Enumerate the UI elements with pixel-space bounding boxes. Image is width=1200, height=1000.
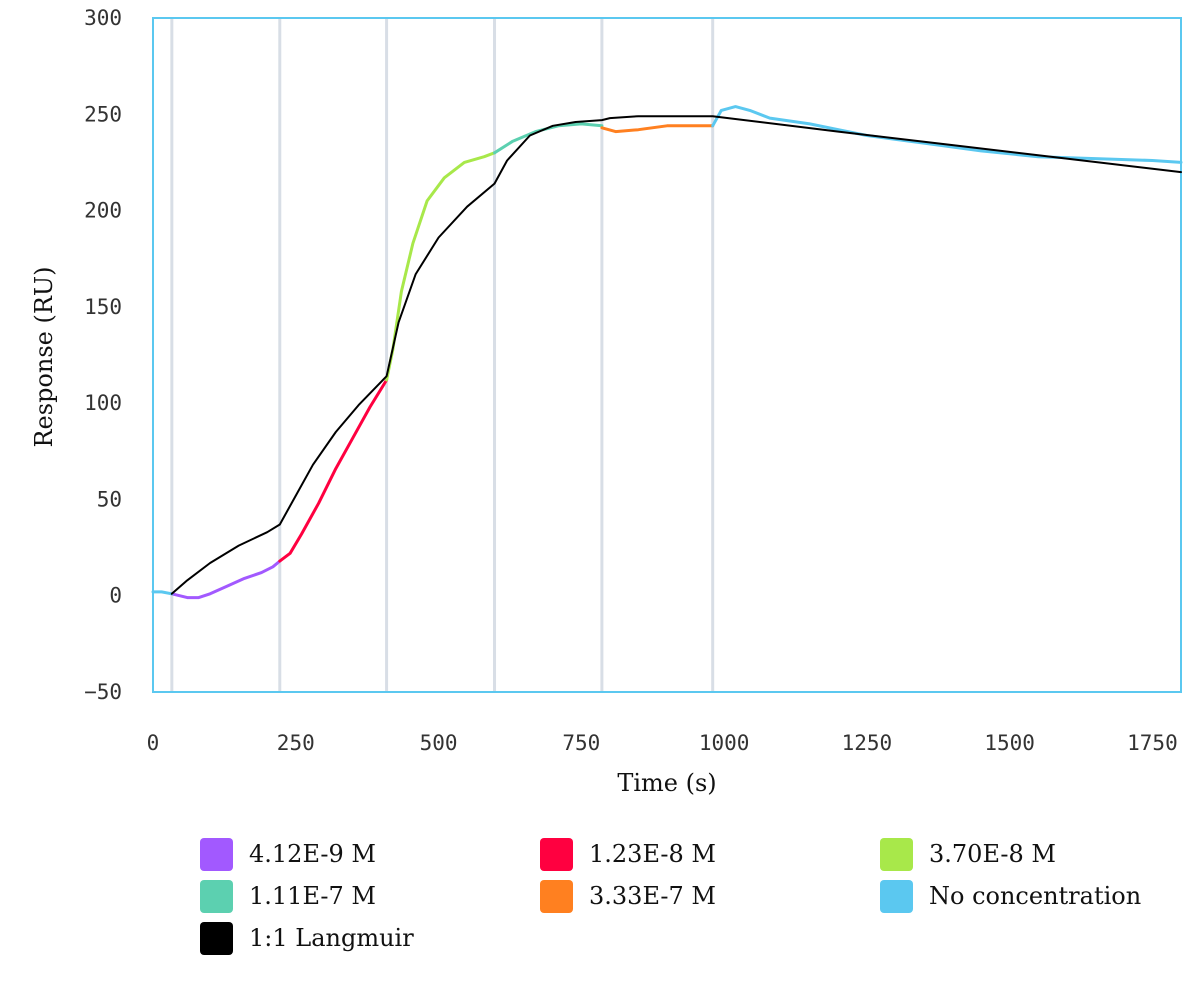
legend-label: 3.33E-7 M xyxy=(589,882,716,910)
x-tick-label: 1500 xyxy=(984,731,1035,755)
legend-item[interactable]: 3.33E-7 M xyxy=(540,878,716,914)
series-line-5-0 xyxy=(151,590,174,596)
legend-label: 3.70E-8 M xyxy=(929,840,1056,868)
legend-label: 1:1 Langmuir xyxy=(249,924,414,952)
y-tick-label: 300 xyxy=(84,6,122,30)
y-tick-label: 0 xyxy=(109,584,122,608)
legend-item[interactable]: 1:1 Langmuir xyxy=(200,920,414,956)
legend-swatch xyxy=(540,879,573,913)
y-tick-label: 250 xyxy=(84,102,122,126)
legend-label: No concentration xyxy=(929,882,1142,910)
series-line-1-0 xyxy=(278,378,389,563)
x-tick-label: 0 xyxy=(147,731,160,755)
y-tick-label: 50 xyxy=(97,487,122,511)
y-tick-label: −50 xyxy=(84,680,122,704)
x-tick-label: 750 xyxy=(562,731,600,755)
y-tick-label: 100 xyxy=(84,391,122,415)
legend-item[interactable]: 3.70E-8 M xyxy=(880,836,1056,872)
y-tick-label: 150 xyxy=(84,295,122,319)
series-line-0-0 xyxy=(170,559,282,600)
legend-swatch xyxy=(200,921,233,955)
legend-item[interactable]: 1.11E-7 M xyxy=(200,878,376,914)
series-line-4-0 xyxy=(600,124,715,134)
chart-svg: −50 0 50 100 150 200 250 300 0 250 500 750 1000 1250 1… xyxy=(30,6,1183,797)
x-tick-label: 1250 xyxy=(842,731,893,755)
legend-swatch xyxy=(200,879,233,913)
series-line-2-0 xyxy=(385,151,496,382)
x-tick-label: 250 xyxy=(277,731,315,755)
series-line-6-0 xyxy=(170,115,1182,595)
legend-item[interactable]: No concentration xyxy=(880,878,1141,914)
legend-swatch xyxy=(880,837,913,871)
legend-swatch xyxy=(880,879,913,913)
plot-area-frame xyxy=(152,17,1182,693)
legend-label: 1.11E-7 M xyxy=(249,882,376,910)
y-tick-label: 200 xyxy=(84,199,122,223)
legend-label: 1.23E-8 M xyxy=(589,840,716,868)
legend-item[interactable]: 4.12E-9 M xyxy=(200,836,376,872)
x-tick-label: 1750 xyxy=(1127,731,1178,755)
legend-item[interactable]: 1.23E-8 M xyxy=(540,836,716,872)
x-axis-title: Time (s) xyxy=(617,769,716,797)
legend-swatch xyxy=(200,837,233,871)
legend-swatch xyxy=(540,837,573,871)
x-tick-label: 1000 xyxy=(699,731,750,755)
series-line-5-1 xyxy=(711,105,1183,164)
y-axis-title: Response (RU) xyxy=(30,266,58,447)
x-tick-label: 500 xyxy=(420,731,458,755)
legend-label: 4.12E-9 M xyxy=(249,840,376,868)
